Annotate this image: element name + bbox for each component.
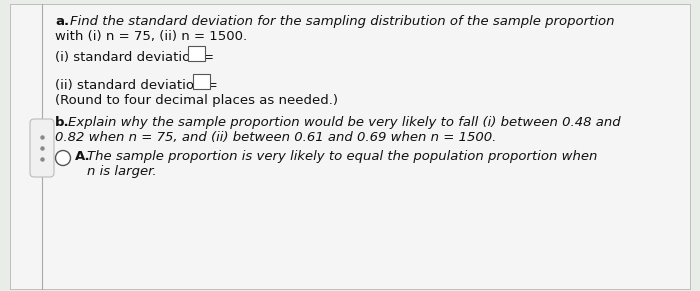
Text: 0.82 when n = 75, and (ii) between 0.61 and 0.69 when n = 1500.: 0.82 when n = 75, and (ii) between 0.61 …: [55, 131, 496, 144]
Circle shape: [55, 150, 71, 166]
Text: n is larger.: n is larger.: [87, 165, 157, 178]
FancyBboxPatch shape: [193, 74, 210, 89]
Text: with (i) n = 75, (ii) n = 1500.: with (i) n = 75, (ii) n = 1500.: [55, 30, 247, 43]
Text: (Round to four decimal places as needed.): (Round to four decimal places as needed.…: [55, 94, 338, 107]
FancyBboxPatch shape: [10, 4, 690, 289]
Text: A.: A.: [75, 150, 90, 163]
Text: (i) standard deviation =: (i) standard deviation =: [55, 51, 218, 64]
Text: a.: a.: [55, 15, 69, 28]
Text: b.: b.: [55, 116, 69, 129]
FancyBboxPatch shape: [188, 46, 205, 61]
Text: Explain why the sample proportion would be very likely to fall (i) between 0.48 : Explain why the sample proportion would …: [68, 116, 621, 129]
FancyBboxPatch shape: [30, 119, 54, 177]
Text: The sample proportion is very likely to equal the population proportion when: The sample proportion is very likely to …: [87, 150, 597, 163]
Text: Find the standard deviation for the sampling distribution of the sample proporti: Find the standard deviation for the samp…: [70, 15, 615, 28]
Text: (ii) standard deviation =: (ii) standard deviation =: [55, 79, 222, 92]
